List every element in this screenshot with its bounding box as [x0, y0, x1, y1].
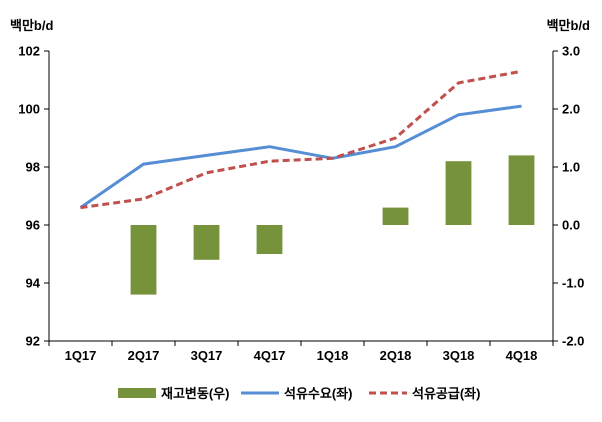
line-oil-demand	[79, 104, 522, 209]
legend-oil-demand: 석유수요(좌)	[241, 386, 352, 401]
legend-oil-supply: 석유공급(좌)	[369, 386, 480, 401]
left-tick-label: 98	[26, 160, 40, 175]
right-tick-label: -2.0	[562, 334, 584, 349]
left-tick-label: 100	[18, 102, 40, 117]
x-tick-label: 2Q17	[128, 348, 160, 363]
bar-stock-change	[508, 155, 535, 225]
legend-label: 석유수요(좌)	[284, 386, 352, 401]
right-tick-label: -1.0	[562, 276, 584, 291]
x-tick-label: 3Q17	[191, 348, 223, 363]
left-tick-label: 102	[18, 44, 40, 59]
legend-stock-change: 재고변동(우)	[118, 386, 229, 401]
bar-stock-change	[193, 225, 220, 260]
legend-swatch-bar	[118, 388, 156, 398]
left-tick-label: 94	[26, 276, 41, 291]
bar-stock-change	[445, 161, 472, 225]
right-tick-label: 1.0	[562, 160, 580, 175]
right-tick-label: 3.0	[562, 44, 580, 59]
x-tick-label: 3Q18	[443, 348, 475, 363]
x-tick-label: 1Q18	[317, 348, 349, 363]
left-tick-label: 92	[26, 334, 40, 349]
left-axis-unit: 백만b/d	[10, 18, 53, 33]
x-tick-label: 2Q18	[380, 348, 412, 363]
bar-stock-change	[130, 225, 157, 295]
bar-stock-change	[256, 225, 283, 254]
legend-label: 석유공급(좌)	[412, 386, 480, 401]
left-tick-label: 96	[26, 218, 40, 233]
right-tick-label: 2.0	[562, 102, 580, 117]
right-axis-unit: 백만b/d	[547, 18, 590, 33]
legend-label: 재고변동(우)	[161, 386, 229, 401]
right-tick-label: 0.0	[562, 218, 580, 233]
x-tick-label: 1Q17	[65, 348, 97, 363]
x-tick-label: 4Q18	[506, 348, 538, 363]
x-tick-label: 4Q17	[254, 348, 286, 363]
bar-stock-change	[382, 207, 409, 225]
